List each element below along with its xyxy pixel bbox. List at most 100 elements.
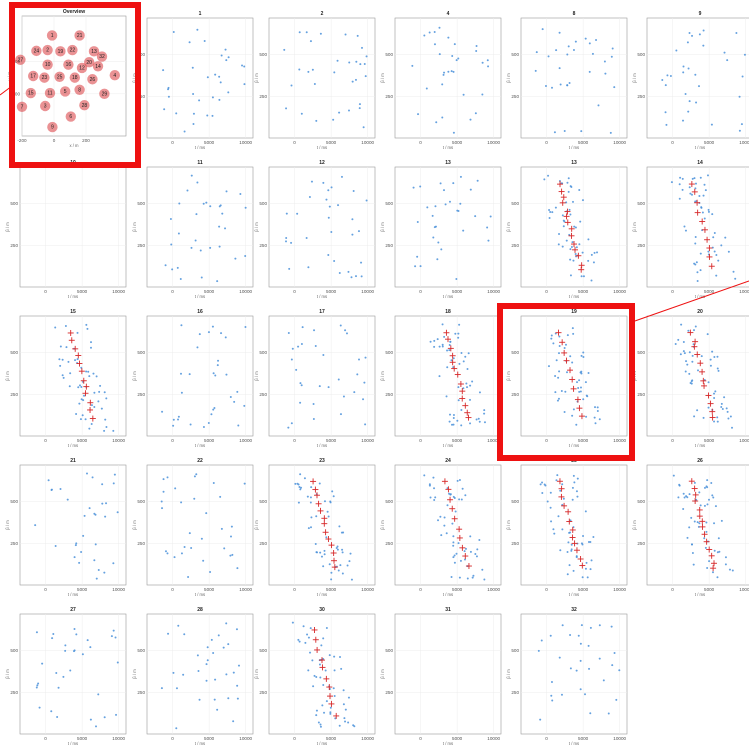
data-point — [683, 496, 686, 499]
data-point — [557, 515, 560, 518]
data-point — [726, 410, 729, 413]
data-point — [332, 687, 335, 690]
data-point — [330, 571, 333, 574]
station-label: 3 — [44, 104, 47, 110]
data-point — [198, 333, 201, 336]
x-tick-label: 5000 — [704, 587, 715, 592]
data-point — [699, 252, 702, 255]
data-point — [207, 422, 210, 425]
data-point — [425, 87, 428, 90]
x-tick-label: 5000 — [452, 736, 463, 741]
data-point — [338, 525, 341, 528]
panel-title: 11 — [197, 160, 203, 166]
station-marker — [76, 62, 88, 74]
data-point — [338, 724, 341, 727]
data-point — [347, 721, 350, 724]
data-point — [300, 342, 303, 345]
data-point — [241, 64, 244, 67]
data-point — [429, 496, 432, 499]
data-point — [693, 177, 696, 180]
data-point — [89, 646, 92, 649]
data-point — [568, 208, 571, 211]
data-point — [298, 68, 301, 71]
data-point — [687, 329, 690, 332]
data-point — [464, 494, 467, 497]
station-label: 16 — [66, 62, 72, 68]
data-point — [337, 378, 340, 381]
station-panel-21: 21 0 5000 10000 250 500 t / ms β / m — [5, 458, 127, 597]
data-point — [364, 75, 367, 78]
data-point — [711, 494, 714, 497]
data-point — [197, 669, 200, 672]
data-point — [314, 542, 317, 545]
data-point — [571, 200, 574, 203]
data-point — [557, 376, 560, 379]
data-point — [333, 669, 336, 672]
data-point — [713, 549, 716, 552]
station-label: 28 — [82, 103, 88, 109]
data-point — [342, 689, 345, 692]
data-point — [597, 104, 600, 107]
data-point — [205, 512, 208, 515]
data-point — [563, 129, 566, 132]
data-point — [74, 544, 77, 547]
data-point — [319, 725, 322, 728]
station-marker — [55, 46, 66, 57]
data-point — [584, 510, 587, 513]
data-point — [360, 275, 363, 278]
y-tick-label: 250 — [10, 690, 18, 695]
data-point — [433, 226, 436, 229]
data-point — [462, 93, 465, 96]
data-point — [318, 385, 321, 388]
data-point — [104, 418, 107, 421]
data-point — [313, 329, 316, 332]
data-point — [103, 716, 106, 719]
data-point — [196, 654, 199, 657]
data-point — [725, 407, 728, 410]
data-point — [315, 714, 318, 717]
data-point — [433, 30, 436, 33]
data-point — [433, 487, 436, 490]
data-point — [298, 31, 301, 34]
data-point — [116, 661, 119, 664]
data-point — [589, 626, 592, 629]
data-point — [51, 637, 54, 640]
data-point — [88, 375, 91, 378]
data-point — [192, 93, 195, 96]
panel-frame — [646, 315, 749, 437]
data-point — [726, 59, 729, 62]
data-point — [695, 498, 698, 501]
x-tick-label: 0 — [545, 736, 548, 741]
data-point — [327, 515, 330, 518]
data-point — [701, 211, 704, 214]
x-tick-label: 10000 — [613, 587, 626, 592]
station-panel-16: 16 0 5000 10000 250 500 t / ms β / m — [132, 309, 254, 448]
x-tick-label: 0 — [419, 438, 422, 443]
data-point — [212, 408, 215, 411]
data-point — [349, 552, 352, 555]
y-axis-label: β / m — [5, 222, 10, 232]
panel-frame — [646, 166, 749, 288]
station-panel-19: 19 0 5000 10000 250 500 t / ms β / m — [506, 309, 628, 448]
data-point — [189, 423, 192, 426]
data-point — [460, 498, 463, 501]
data-point — [534, 69, 537, 72]
data-point — [557, 352, 560, 355]
data-point — [333, 655, 336, 658]
station-label: 15 — [28, 91, 34, 97]
data-point — [210, 638, 213, 641]
data-point — [35, 631, 38, 634]
data-point — [483, 412, 486, 415]
data-point — [582, 351, 585, 354]
data-point — [675, 49, 678, 52]
data-point — [227, 91, 230, 94]
data-point — [329, 712, 332, 715]
data-point — [93, 559, 96, 562]
y-tick-label: 500 — [385, 350, 393, 355]
data-point — [196, 346, 199, 349]
data-point — [567, 541, 570, 544]
data-point — [724, 236, 727, 239]
data-point — [699, 504, 702, 507]
data-point — [307, 70, 310, 73]
